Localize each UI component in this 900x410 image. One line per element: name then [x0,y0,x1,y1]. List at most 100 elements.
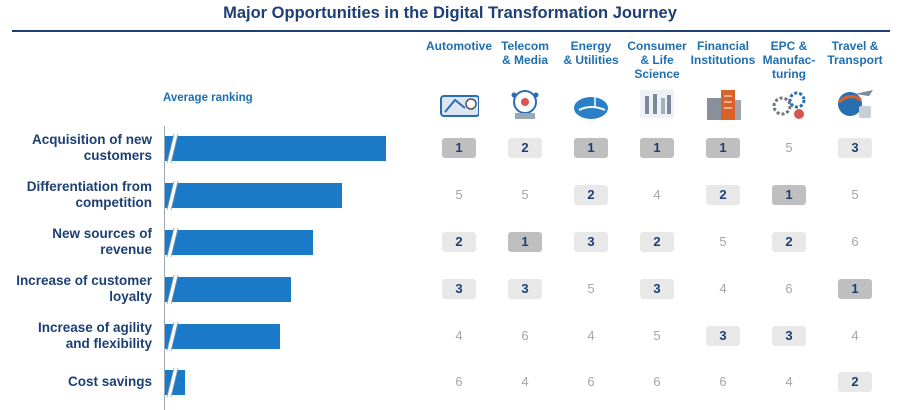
row-label-line: Differentiation from [26,179,152,194]
gears-icon [772,91,806,119]
row-label-line: Acquisition of new [32,132,152,147]
ranking-cell: 6 [851,234,859,249]
ranking-cell: 3 [574,232,608,252]
row-label: New sources of revenue [0,226,152,258]
ranking-bar [165,182,342,208]
axis-break-mark [166,133,179,163]
ranking-cell: 4 [719,281,727,296]
ranking-cell: 5 [521,187,529,202]
column-header-line: Manufac- [762,53,816,67]
axis-break-mark [166,227,179,257]
row-label-line: customers [83,148,152,163]
column-header-line: turing [772,67,806,81]
ranking-cell: 5 [455,187,463,202]
axis-break-mark [166,321,179,351]
ranking-cell: 5 [653,328,661,343]
title-divider [12,30,890,32]
ranking-cell: 4 [521,374,529,389]
ranking-cell: 2 [640,232,674,252]
ranking-cell: 1 [442,138,476,158]
ranking-cell: 2 [508,138,542,158]
column-header-line: & Life [640,53,674,67]
ranking-cell: 3 [838,138,872,158]
row-label-line: Cost savings [67,374,152,389]
column-header-line: Financial [696,39,749,53]
ranking-cell: 1 [706,138,740,158]
ranking-cell: 3 [772,326,806,346]
row-label-line: and flexibility [65,336,152,351]
office-buildings-icon [707,90,741,120]
ranking-cell: 1 [640,138,674,158]
ranking-cell: 5 [851,187,859,202]
axis-break-mark [166,274,179,304]
ranking-bar [165,276,291,302]
row-label: Differentiation from competition [0,179,152,211]
ranking-cell: 2 [706,185,740,205]
ranking-cell: 4 [785,374,793,389]
chart-title: Major Opportunities in the Digital Trans… [223,4,677,22]
average-ranking-label: Average ranking [163,92,253,104]
column-header-line: Energy [570,39,612,53]
ranking-cell: 5 [587,281,595,296]
airplane-luggage-icon [837,90,873,118]
row-label: Increase of agility and flexibility [0,320,152,352]
column-header: Telecom & Media [490,39,560,67]
row-label-line: Increase of agility [37,320,152,335]
column-header: Travel & Transport [820,39,890,67]
column-header-line: & Utilities [563,53,619,67]
column-header-line: Science [634,67,680,81]
axis-break-mark [166,180,179,210]
ranking-cell: 4 [653,187,661,202]
row-label: Cost savings [0,374,152,390]
column-header: Consumer & Life Science [622,39,692,81]
column-header: Energy & Utilities [556,39,626,67]
ranking-cell: 3 [508,279,542,299]
ranking-cell: 5 [785,140,793,155]
column-header: Automotive [424,39,494,53]
ranking-cell: 3 [640,279,674,299]
ranking-cell: 4 [455,328,463,343]
row-label: Acquisition of new customers [0,132,152,164]
row-label: Increase of customer loyalty [0,273,152,305]
shoppers-icon [640,90,674,118]
ranking-cell: 6 [719,374,727,389]
ranking-bar [165,229,313,255]
ranking-cell: 3 [442,279,476,299]
column-header-line: Travel & [831,39,879,53]
ranking-cell: 6 [587,374,595,389]
row-label-line: New sources of [52,226,152,241]
ranking-cell: 4 [587,328,595,343]
column-header-line: Institutions [690,53,756,67]
ranking-cell: 6 [785,281,793,296]
column-header-line: Telecom [501,39,549,53]
column-header-line: Automotive [426,39,492,53]
car-dashboard-icon [440,95,479,117]
column-header-line: & Media [501,53,548,67]
column-header: EPC & Manufac-turing [754,39,824,81]
row-label-line: competition [75,195,153,210]
network-cloud-icon [511,90,539,119]
column-header-line: EPC & [770,39,808,53]
ranking-cell: 6 [455,374,463,389]
ranking-cell: 1 [838,279,872,299]
column-header-line: Transport [827,53,883,67]
ranking-bar [165,135,386,161]
ranking-cell: 5 [719,234,727,249]
axis-break-mark [166,367,179,397]
ranking-cell: 3 [706,326,740,346]
ranking-cell: 6 [653,374,661,389]
column-header-line: Consumer [627,39,687,53]
ranking-cell: 6 [521,328,529,343]
ranking-bar [165,323,280,349]
column-header: Financial Institutions [688,39,758,67]
ranking-cell: 1 [508,232,542,252]
ranking-cell: 2 [838,372,872,392]
ranking-cell: 2 [772,232,806,252]
ranking-cell: 4 [851,328,859,343]
ranking-cell: 2 [442,232,476,252]
row-label-line: loyalty [109,289,152,304]
bar-axis [164,126,165,410]
ranking-cell: 1 [772,185,806,205]
ranking-cell: 2 [574,185,608,205]
row-label-line: revenue [100,242,152,257]
